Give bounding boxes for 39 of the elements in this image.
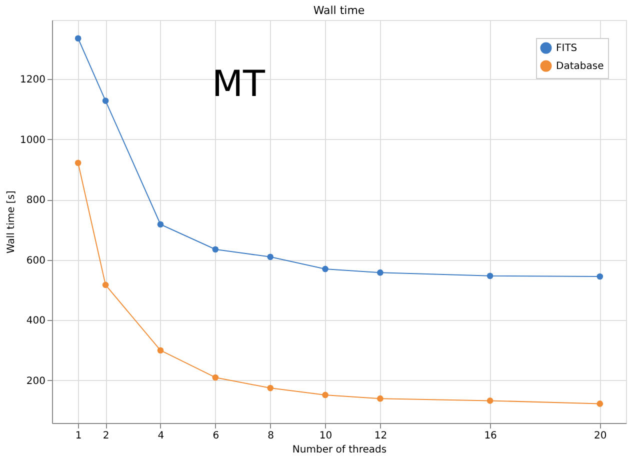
x-tick-label: 20 [594,430,607,442]
y-tick-label: 600 [26,255,46,266]
point [267,254,274,260]
point [157,221,164,228]
point [596,400,604,407]
x-tick-label: 1 [75,430,82,442]
point [102,282,109,288]
point [212,246,219,253]
y-tick-label: 800 [26,195,46,206]
x-tick-label: 16 [484,430,497,442]
point [596,273,604,280]
point [74,35,82,42]
point [486,272,494,280]
x-tick-label: 8 [268,430,274,442]
legend-label: FITS [556,43,578,54]
x-tick-label: 10 [319,430,332,442]
y-tick-label: 1000 [20,134,46,146]
x-tick-label: 6 [212,430,220,442]
point [157,347,164,354]
point [102,98,109,104]
point [377,269,384,276]
point [486,398,494,404]
annotation: MT [212,64,266,105]
point [74,160,82,166]
x-tick-label: 12 [374,430,388,442]
point [212,374,219,381]
x-tick-label: 2 [102,430,110,442]
point [322,392,328,398]
y-axis-title: Wall time [s] [6,190,18,254]
y-tick-label: 200 [26,376,46,387]
y-tick-label: 1200 [20,74,46,86]
x-axis-title: Number of threads [292,444,387,456]
y-tick-label: 400 [26,316,46,327]
point [377,395,384,402]
x-tick-label: 4 [158,430,164,442]
legend-label: Database [556,61,604,72]
point [322,266,328,272]
chart-title: Wall time [313,4,365,17]
point [267,384,274,392]
